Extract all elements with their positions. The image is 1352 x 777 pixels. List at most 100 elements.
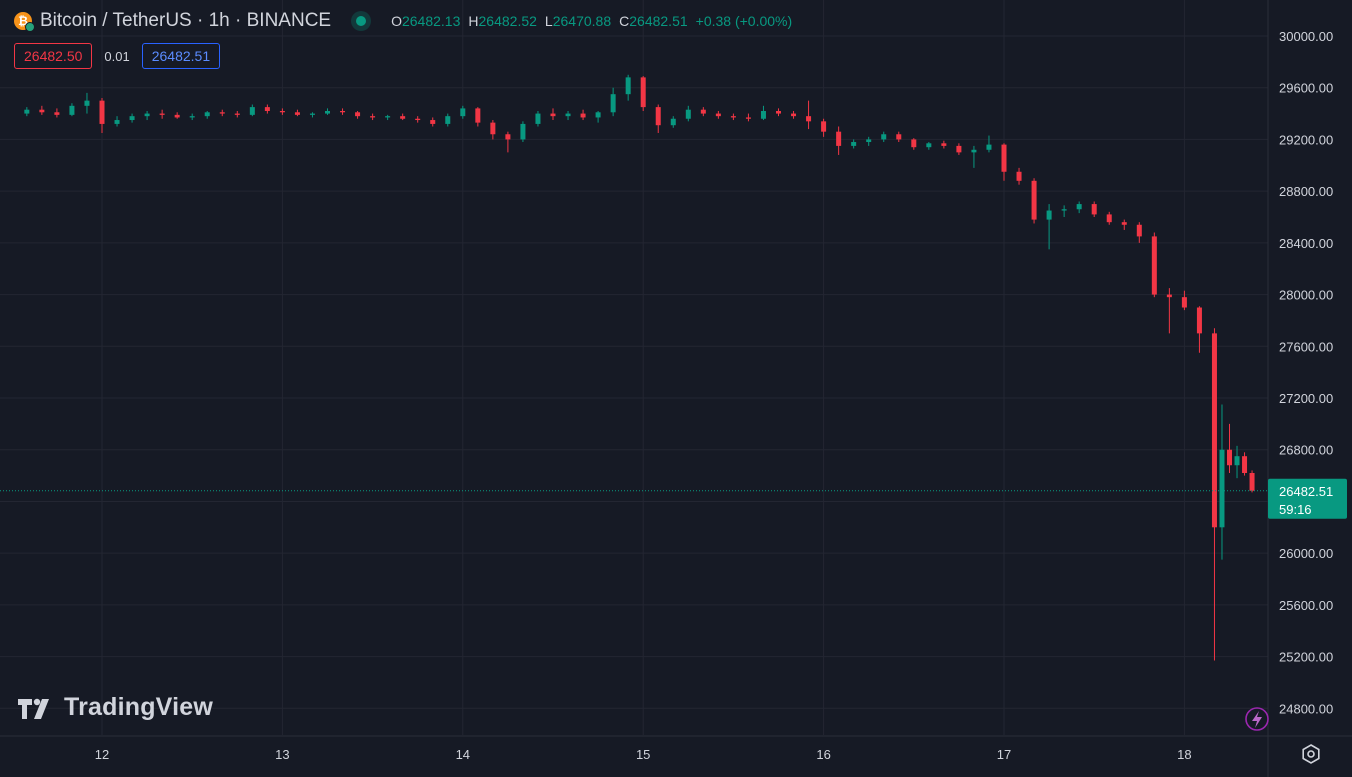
y-tick-label: 29200.00 xyxy=(1279,132,1333,147)
candle-body xyxy=(625,77,631,95)
candle-body xyxy=(1166,294,1172,298)
candle-body xyxy=(54,112,60,115)
candle-body xyxy=(715,113,721,117)
settings-gear-icon[interactable] xyxy=(1300,743,1322,765)
candle-body xyxy=(99,100,105,124)
lightning-bolt-icon xyxy=(1252,711,1262,728)
ohlc-open: O26482.13 xyxy=(391,13,461,29)
candle-body xyxy=(610,94,616,113)
buy-price-button[interactable]: 26482.51 xyxy=(141,43,221,69)
y-tick-label: 28000.00 xyxy=(1279,288,1333,303)
candle-body xyxy=(249,107,255,115)
candle-body xyxy=(535,113,541,124)
candle-body xyxy=(264,107,270,111)
candle-body xyxy=(1031,180,1037,220)
symbol-title[interactable]: Bitcoin / TetherUS · 1h · BINANCE xyxy=(40,10,332,31)
candle-body xyxy=(370,116,376,118)
y-tick-label: 27600.00 xyxy=(1279,339,1333,354)
y-tick-label: 27200.00 xyxy=(1279,391,1333,406)
tradingview-logo-icon xyxy=(18,698,49,719)
candle-body xyxy=(294,112,300,115)
y-tick-label: 25200.00 xyxy=(1279,650,1333,665)
candle-body xyxy=(700,109,706,114)
candle-body xyxy=(114,120,120,124)
candle-body xyxy=(1061,209,1067,211)
y-tick-label: 28400.00 xyxy=(1279,236,1333,251)
y-tick-label: 24800.00 xyxy=(1279,701,1333,716)
chart-header: ₿ Bitcoin / TetherUS · 1h · BINANCE O264… xyxy=(14,10,792,32)
candle-body xyxy=(866,139,872,143)
market-status-icon[interactable] xyxy=(351,11,372,31)
candle-body xyxy=(430,120,436,124)
x-tick-label: 17 xyxy=(997,747,1011,762)
candle-body xyxy=(174,114,180,118)
candle-body xyxy=(189,116,195,118)
ohlc-low: L26470.88 xyxy=(544,13,612,29)
candle-body xyxy=(129,116,135,121)
candle-body xyxy=(1076,204,1082,210)
x-tick-label: 12 xyxy=(95,747,109,762)
x-tick-label: 16 xyxy=(816,747,830,762)
candle-body xyxy=(520,123,526,140)
candle-body xyxy=(941,143,947,146)
candle-body xyxy=(881,134,887,140)
x-tick-label: 13 xyxy=(275,747,289,762)
candle-body xyxy=(1091,204,1097,215)
candle-body xyxy=(39,109,45,113)
spread-value: 0.01 xyxy=(104,48,130,64)
candle-body xyxy=(730,116,736,118)
candle-body xyxy=(640,77,646,108)
candle-body xyxy=(1016,171,1022,181)
candle-body xyxy=(1196,307,1202,334)
candle-body xyxy=(1219,449,1225,528)
tether-badge-icon xyxy=(25,22,35,32)
sell-price-button[interactable]: 26482.50 xyxy=(14,43,93,69)
candle-body xyxy=(1234,456,1240,466)
candle-body xyxy=(655,107,661,126)
candle-body xyxy=(445,116,451,124)
candle-body xyxy=(505,134,511,140)
candle-body xyxy=(1136,224,1142,237)
candle-body xyxy=(84,100,90,106)
candle-body xyxy=(385,116,391,118)
bitcoin-icon: ₿ xyxy=(14,12,35,32)
candle-body xyxy=(760,110,766,119)
candle-body xyxy=(1227,449,1232,466)
candle-body xyxy=(1121,222,1127,225)
candle-body xyxy=(1001,144,1007,172)
candle-body xyxy=(926,143,932,148)
candle-body xyxy=(685,109,691,119)
x-tick-label: 15 xyxy=(636,747,650,762)
candle-body xyxy=(911,139,917,148)
candle-body xyxy=(971,149,977,153)
tradingview-watermark: TradingView xyxy=(18,693,213,722)
candle-body xyxy=(24,109,30,114)
y-tick-label: 26800.00 xyxy=(1279,443,1333,458)
candle-body xyxy=(776,110,781,114)
lightning-icon[interactable] xyxy=(1245,707,1269,731)
candle-body xyxy=(475,108,481,123)
candle-body xyxy=(219,112,225,114)
candle-body xyxy=(204,112,210,117)
candle-body xyxy=(400,116,406,119)
candle-body xyxy=(550,113,556,117)
candle-body xyxy=(956,145,962,153)
candle-body xyxy=(340,110,346,113)
candle-body xyxy=(821,121,827,132)
candle-body xyxy=(595,112,601,118)
candle-body xyxy=(490,122,496,135)
candle-body xyxy=(355,112,361,117)
y-tick-label: 30000.00 xyxy=(1279,29,1333,44)
candle-body xyxy=(460,108,466,117)
candle-body xyxy=(1242,456,1248,474)
candle-body xyxy=(1181,297,1187,308)
candle-body xyxy=(565,113,571,117)
x-tick-label: 18 xyxy=(1177,747,1191,762)
candle-body xyxy=(1106,214,1112,223)
candle-body xyxy=(1151,236,1157,295)
ohlc-change: +0.38 (+0.00%) xyxy=(695,13,793,29)
candle-body xyxy=(415,118,421,121)
y-tick-label: 28800.00 xyxy=(1279,184,1333,199)
